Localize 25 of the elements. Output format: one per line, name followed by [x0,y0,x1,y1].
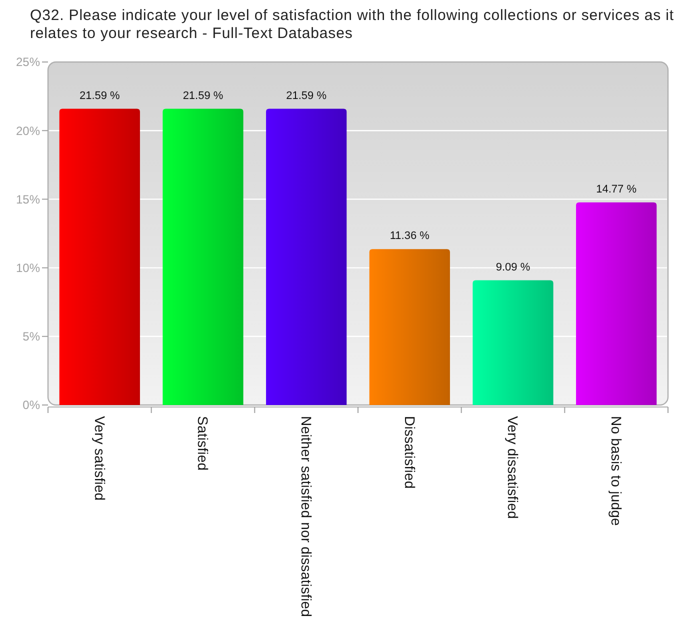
y-tick-label: 10% [16,261,40,275]
x-tick-label: Neither satisfied nor dissatisfied [298,416,314,618]
bar [576,202,657,405]
data-label: 21.59 % [182,90,224,102]
chart-title: Q32. Please indicate your level of satisfaction with the following collections or services as it relates to your research - Full-Text Databases [30,7,674,42]
y-tick-label: 0% [22,398,40,412]
x-tick-label: Satisfied [195,416,212,471]
y-tick-label: 5% [22,330,40,344]
x-tick-label: No basis to judge [608,416,624,526]
x-tick-label: Very satisfied [92,416,108,501]
bar [266,108,347,405]
data-label: 21.59 % [79,90,120,102]
bar [162,108,244,405]
data-label: 11.36 % [390,230,430,242]
bar [472,280,554,405]
data-label: 9.09 % [496,261,530,274]
x-tick-label: Dissatisfied [402,416,418,489]
y-tick-label: 15% [16,192,40,206]
x-tick-label: Very dissatisfied [505,416,522,519]
bar [369,249,450,405]
data-label: 14.77 % [596,183,637,196]
data-label: 21.59 % [286,90,327,102]
bar [59,108,140,405]
y-tick-label: 20% [16,124,40,138]
y-tick-label: 25% [16,55,40,70]
